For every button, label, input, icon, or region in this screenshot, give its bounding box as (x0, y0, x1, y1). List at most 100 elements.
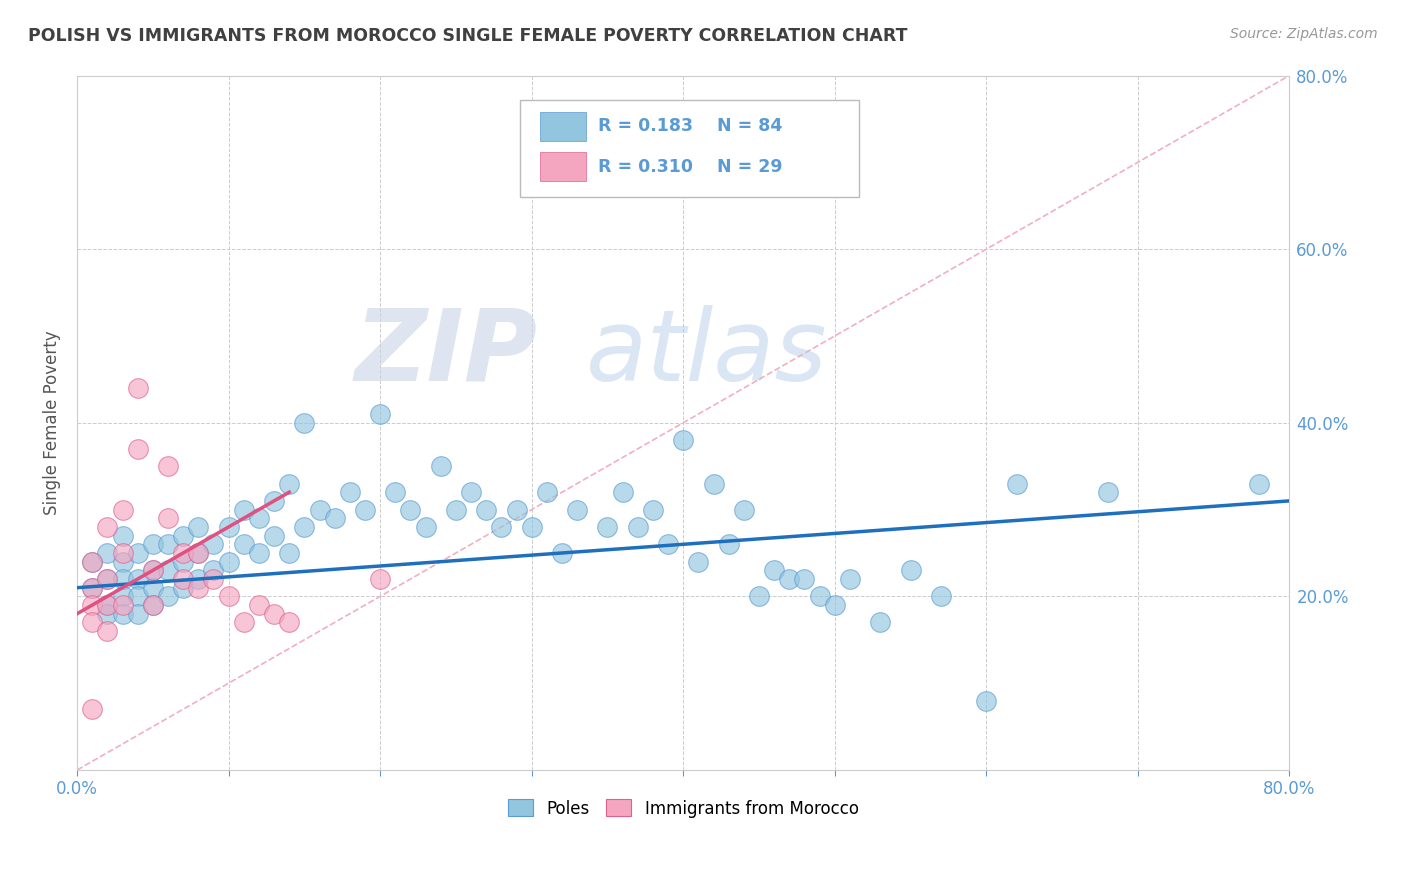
Point (520, 520, 543, 534)
Point (156, 590, 179, 604)
Point (415, 520, 437, 534)
Point (96, 572, 118, 586)
Point (565, 502, 588, 516)
Point (202, 572, 225, 586)
Point (384, 485, 406, 500)
Point (127, 607, 149, 621)
Point (278, 615, 301, 630)
Point (247, 546, 270, 560)
Point (763, 563, 786, 577)
Point (142, 563, 165, 577)
Point (82, 555, 104, 569)
Point (308, 502, 330, 516)
Point (748, 590, 770, 604)
Point (808, 590, 831, 604)
Point (793, 572, 815, 586)
Point (278, 546, 301, 560)
Point (156, 459, 179, 474)
Point (368, 572, 391, 586)
Point (247, 598, 270, 612)
Point (187, 546, 209, 560)
Point (111, 590, 134, 604)
Point (641, 502, 664, 516)
Point (82, 555, 104, 569)
Point (778, 572, 800, 586)
Point (263, 528, 285, 542)
Point (127, 590, 149, 604)
Point (142, 563, 165, 577)
Point (82, 581, 104, 595)
Point (900, 563, 922, 577)
Point (172, 572, 194, 586)
Point (111, 598, 134, 612)
Point (688, 555, 710, 569)
Point (733, 502, 755, 516)
Point (1097, 485, 1119, 500)
Point (929, 590, 952, 604)
Point (142, 581, 165, 595)
Point (187, 520, 209, 534)
Point (96, 598, 118, 612)
Point (142, 598, 165, 612)
Text: Source: ZipAtlas.com: Source: ZipAtlas.com (1230, 27, 1378, 41)
Bar (540, 152, 586, 181)
Point (536, 485, 558, 500)
Point (657, 537, 679, 551)
Point (263, 494, 285, 508)
Point (218, 520, 240, 534)
Point (354, 502, 377, 516)
Point (142, 598, 165, 612)
Point (475, 502, 498, 516)
Point (218, 555, 240, 569)
Point (96, 624, 118, 639)
Point (323, 511, 346, 525)
Point (82, 615, 104, 630)
Point (96, 520, 118, 534)
Point (232, 615, 254, 630)
Point (429, 459, 451, 474)
Point (824, 598, 846, 612)
Bar (540, 112, 586, 141)
Point (263, 607, 285, 621)
Legend: Poles, Immigrants from Morocco: Poles, Immigrants from Morocco (502, 793, 865, 824)
Point (127, 546, 149, 560)
Text: atlas: atlas (586, 305, 828, 401)
Point (399, 502, 422, 516)
Point (491, 520, 513, 534)
Point (172, 555, 194, 569)
Point (717, 537, 740, 551)
Point (551, 546, 574, 560)
Point (339, 485, 361, 500)
Point (187, 581, 209, 595)
Point (187, 546, 209, 560)
Point (278, 476, 301, 491)
Point (368, 407, 391, 421)
Point (96, 572, 118, 586)
Point (218, 590, 240, 604)
Point (172, 581, 194, 595)
Point (127, 381, 149, 395)
Text: R = 0.183    N = 84: R = 0.183 N = 84 (599, 117, 783, 136)
Text: R = 0.310    N = 29: R = 0.310 N = 29 (599, 158, 783, 177)
Point (156, 563, 179, 577)
Point (627, 520, 650, 534)
Point (127, 442, 149, 456)
Point (596, 520, 619, 534)
Text: POLISH VS IMMIGRANTS FROM MOROCCO SINGLE FEMALE POVERTY CORRELATION CHART: POLISH VS IMMIGRANTS FROM MOROCCO SINGLE… (28, 27, 908, 45)
Point (156, 537, 179, 551)
Point (202, 537, 225, 551)
Point (232, 537, 254, 551)
Point (82, 581, 104, 595)
Point (247, 511, 270, 525)
Point (111, 546, 134, 560)
Point (142, 537, 165, 551)
Point (202, 563, 225, 577)
Point (111, 607, 134, 621)
Point (96, 546, 118, 560)
Point (974, 693, 997, 707)
Point (292, 520, 315, 534)
Point (1247, 476, 1270, 491)
Point (172, 546, 194, 560)
Point (156, 511, 179, 525)
Point (111, 572, 134, 586)
